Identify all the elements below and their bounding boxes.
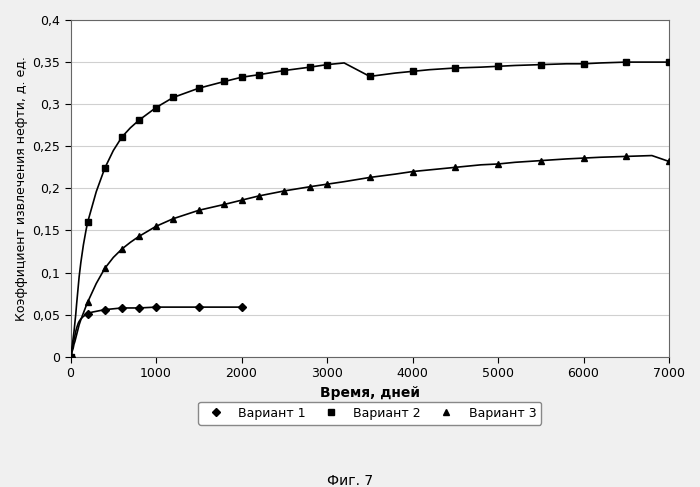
Вариант 2: [101, 165, 109, 171]
Вариант 2: [135, 117, 143, 123]
Legend: Вариант 1, Вариант 2, Вариант 3: Вариант 1, Вариант 2, Вариант 3: [198, 402, 541, 425]
Line: Вариант 2: Вариант 2: [68, 59, 672, 359]
Вариант 2: [580, 61, 588, 67]
Вариант 2: [169, 94, 177, 100]
Вариант 1: [237, 304, 246, 310]
Вариант 3: [665, 159, 673, 165]
Вариант 3: [152, 224, 160, 229]
Вариант 2: [237, 75, 246, 80]
Вариант 3: [83, 299, 92, 305]
Вариант 2: [537, 62, 545, 68]
X-axis label: Время, дней: Время, дней: [320, 386, 420, 400]
Вариант 1: [195, 304, 203, 310]
Вариант 2: [280, 68, 288, 74]
Вариант 3: [537, 158, 545, 164]
Вариант 1: [135, 305, 143, 311]
Вариант 3: [220, 202, 229, 207]
Вариант 3: [255, 193, 263, 199]
Вариант 3: [135, 233, 143, 239]
Вариант 1: [66, 354, 75, 360]
Вариант 1: [118, 305, 126, 311]
Вариант 2: [323, 62, 331, 68]
Вариант 3: [451, 165, 459, 170]
Вариант 2: [622, 59, 631, 65]
Text: Фиг. 7: Фиг. 7: [327, 473, 373, 487]
Вариант 2: [118, 134, 126, 140]
Y-axis label: Коэффициент извлечения нефти, д. ед.: Коэффициент извлечения нефти, д. ед.: [15, 56, 28, 321]
Вариант 1: [152, 304, 160, 310]
Вариант 3: [622, 153, 631, 159]
Вариант 2: [365, 74, 374, 79]
Вариант 2: [665, 59, 673, 65]
Вариант 2: [306, 64, 314, 70]
Вариант 3: [494, 161, 502, 167]
Вариант 2: [255, 72, 263, 77]
Вариант 3: [195, 207, 203, 213]
Вариант 2: [83, 219, 92, 225]
Вариант 3: [580, 155, 588, 161]
Вариант 3: [237, 197, 246, 203]
Вариант 3: [323, 181, 331, 187]
Вариант 2: [451, 65, 459, 71]
Вариант 2: [66, 354, 75, 360]
Line: Вариант 3: Вариант 3: [68, 153, 672, 359]
Вариант 2: [195, 85, 203, 91]
Вариант 1: [101, 307, 109, 313]
Вариант 1: [83, 311, 92, 317]
Вариант 3: [365, 174, 374, 180]
Вариант 2: [152, 105, 160, 111]
Вариант 3: [306, 184, 314, 189]
Вариант 3: [101, 265, 109, 271]
Вариант 3: [66, 354, 75, 360]
Вариант 3: [118, 246, 126, 252]
Вариант 3: [280, 188, 288, 194]
Вариант 2: [494, 63, 502, 69]
Вариант 2: [408, 69, 416, 75]
Вариант 3: [408, 169, 416, 174]
Вариант 3: [169, 216, 177, 222]
Вариант 2: [220, 78, 229, 84]
Line: Вариант 1: Вариант 1: [68, 304, 244, 359]
